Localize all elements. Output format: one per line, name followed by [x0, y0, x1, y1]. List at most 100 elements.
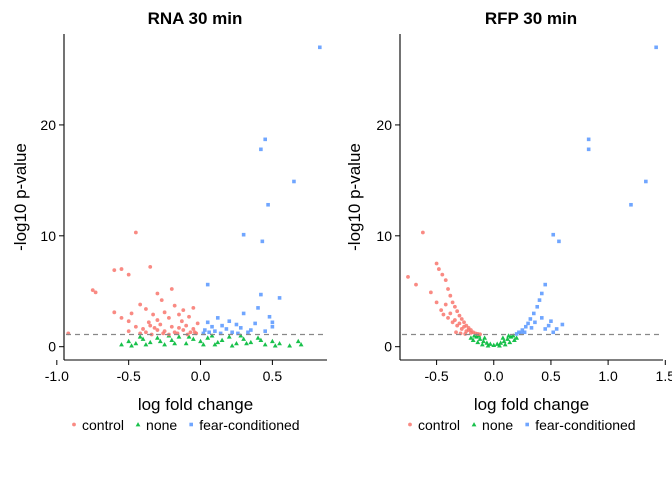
data-point [586, 147, 591, 152]
data-point [181, 308, 186, 312]
data-point [434, 261, 439, 266]
data-point [543, 282, 548, 287]
legend-key [471, 422, 477, 427]
data-point [272, 343, 278, 348]
data-point [190, 336, 196, 341]
data-point [414, 282, 418, 287]
data-point [169, 324, 174, 329]
chart-title: RNA 30 min [148, 9, 243, 28]
data-point [443, 278, 448, 283]
data-point [205, 282, 210, 287]
data-point [560, 322, 565, 327]
data-point [452, 318, 457, 322]
legend-label: fear-conditioned [535, 417, 635, 433]
data-point [459, 317, 464, 321]
data-point [161, 331, 166, 336]
data-point [203, 328, 207, 332]
data-point [475, 339, 481, 345]
data-point [238, 326, 243, 330]
data-point [129, 311, 134, 316]
data-point [224, 327, 229, 331]
data-point [133, 340, 139, 346]
data-point [207, 330, 211, 335]
data-point [507, 339, 513, 345]
data-point [439, 308, 444, 312]
data-point [151, 312, 156, 317]
data-point [137, 334, 143, 339]
legend-label: fear-conditioned [199, 417, 299, 433]
x-axis-label: log fold change [138, 395, 253, 414]
data-point [187, 314, 191, 319]
data-point [255, 335, 261, 340]
data-point [514, 332, 519, 336]
data-point [406, 274, 410, 279]
data-point [462, 324, 466, 329]
data-point [420, 230, 425, 235]
data-point [220, 323, 224, 328]
data-point [246, 330, 250, 335]
data-point [457, 313, 462, 318]
data-point [450, 300, 455, 305]
data-point [218, 331, 223, 336]
data-point [470, 337, 476, 342]
data-point [482, 335, 488, 340]
data-point [481, 338, 486, 344]
legend-label: control [82, 417, 124, 433]
series-none [119, 333, 304, 348]
data-point [448, 311, 453, 316]
data-point [238, 333, 244, 338]
data-point [143, 342, 149, 347]
data-point [201, 342, 206, 347]
data-point [443, 302, 448, 307]
data-point [126, 272, 131, 277]
data-point [448, 293, 453, 298]
legend-label: control [418, 417, 460, 433]
data-point [263, 329, 267, 333]
legend-item-none: none [471, 417, 513, 433]
data-point [259, 292, 263, 297]
data-point [148, 323, 153, 328]
data-point [234, 322, 239, 327]
legend-key [408, 422, 412, 427]
data-point [248, 339, 254, 345]
data-point [192, 330, 197, 335]
data-point [485, 343, 491, 348]
legend-label: none [146, 417, 177, 433]
series-control [66, 230, 200, 337]
data-point [256, 306, 260, 310]
y-tick-label: 10 [40, 228, 56, 244]
data-point [183, 340, 189, 346]
x-axis-label: log fold change [474, 395, 589, 414]
data-point [244, 340, 249, 346]
data-point [428, 290, 433, 295]
legend-item-control: control [408, 417, 460, 433]
data-point [205, 320, 210, 325]
data-point [318, 45, 322, 50]
data-point [259, 147, 263, 152]
y-axis-label: -log10 p-value [11, 143, 30, 251]
data-point [522, 330, 527, 335]
data-point [205, 335, 211, 340]
data-point [494, 341, 500, 346]
data-point [478, 332, 482, 337]
data-point [213, 329, 217, 333]
data-point [147, 339, 153, 345]
data-point [441, 312, 446, 317]
data-point [186, 334, 192, 339]
data-point [455, 309, 460, 314]
data-point [269, 338, 275, 344]
data-point [229, 343, 235, 348]
data-point [146, 320, 151, 325]
data-point [531, 311, 536, 316]
data-point [477, 336, 483, 341]
data-point [119, 267, 124, 271]
data-point [112, 268, 117, 273]
data-point [133, 230, 138, 235]
data-point [260, 239, 265, 244]
y-tick-label: 0 [48, 339, 56, 355]
data-point [506, 333, 512, 338]
data-point [654, 45, 658, 50]
data-point [554, 327, 559, 331]
y-tick-label: 10 [376, 228, 392, 244]
data-point [466, 328, 471, 332]
